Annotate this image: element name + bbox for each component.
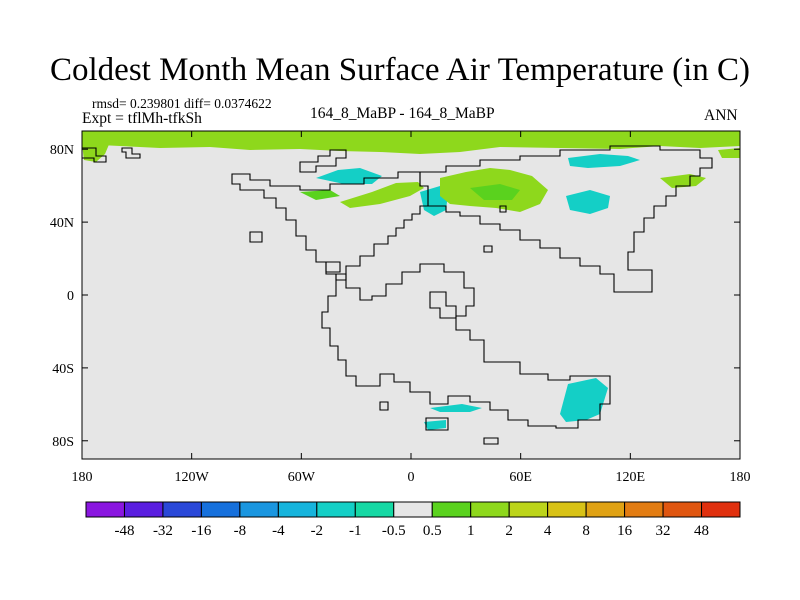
- colorbar-swatch: [701, 501, 741, 518]
- colorbar-label: -4: [272, 523, 285, 539]
- y-tick-label: 40N: [50, 216, 74, 231]
- colorbar-swatch: [393, 501, 433, 518]
- coastline-small-7: [499, 205, 507, 213]
- season-label: ANN: [704, 107, 738, 124]
- y-tick-label: 0: [67, 289, 74, 304]
- colorbar-swatch: [162, 501, 202, 518]
- coastline-small-8: [483, 245, 493, 253]
- y-tick-label: 80N: [50, 143, 74, 158]
- colorbar-label: 8: [582, 523, 590, 539]
- x-tick-label: 120E: [616, 470, 646, 485]
- colorbar-label: -0.5: [382, 523, 406, 539]
- colorbar-label: -32: [153, 523, 173, 539]
- colorbar-label: 0.5: [423, 523, 442, 539]
- anomaly-fields: [82, 131, 740, 430]
- colorbar-label: -2: [311, 523, 324, 539]
- y-axis: 80N 40N 0 40S 80S: [50, 143, 740, 450]
- period-line: 164_8_MaBP - 164_8_MaBP: [310, 105, 495, 122]
- coastline-arctic-islands: [299, 149, 347, 173]
- colorbar-swatch: [470, 501, 510, 518]
- coastline-small-2: [249, 231, 263, 243]
- x-tick-label: 60E: [509, 470, 532, 485]
- anomaly-region-north-atlantic-b: [300, 190, 340, 200]
- colorbar-label: -8: [234, 523, 247, 539]
- map-background: [82, 131, 740, 459]
- coastline-small-1: [121, 147, 141, 159]
- colorbar-label: -48: [114, 523, 134, 539]
- colorbar-swatch: [200, 501, 241, 518]
- coastline-north-island: [82, 147, 107, 163]
- colorbar-swatch: [85, 501, 125, 518]
- colorbar-swatch: [354, 501, 395, 518]
- colorbar-label: -1: [349, 523, 362, 539]
- coastlines: [82, 145, 713, 445]
- anomaly-region-arctic-north-band: [82, 131, 740, 154]
- anomaly-region-southern-africa: [430, 404, 482, 412]
- y-tick-label: 80S: [52, 435, 74, 450]
- coastline-laurasia: [231, 171, 429, 281]
- colorbar-labels: -48 -32 -16 -8 -4 -2 -1 -0.5 0.5 1 2 4 8 16 32 48: [114, 523, 709, 539]
- anomaly-region-north-atlantic-a: [340, 182, 424, 208]
- anomaly-region-siberia: [568, 154, 640, 168]
- anomaly-region-central-eurasia-core: [470, 184, 520, 200]
- chart-title: Coldest Month Mean Surface Air Temperatu…: [50, 52, 750, 88]
- coastline-small-5: [425, 417, 449, 431]
- anomaly-region-north-pacific-b: [718, 148, 740, 158]
- colorbar: [85, 501, 741, 518]
- colorbar-swatch: [547, 501, 587, 518]
- colorbar-swatch: [239, 501, 279, 518]
- colorbar-label: 48: [694, 523, 709, 539]
- colorbar-swatch: [316, 501, 356, 518]
- coastline-eurasia: [419, 145, 713, 293]
- colorbar-label: 4: [544, 523, 552, 539]
- coastline-gondwana: [321, 263, 611, 429]
- x-axis: 180 120W 60W 0 60E 120E 180: [72, 131, 751, 485]
- x-tick-label: 60W: [288, 470, 316, 485]
- stats-line: rmsd= 0.239801 diff= 0.0374622: [92, 96, 272, 111]
- colorbar-swatch: [123, 501, 164, 518]
- colorbar-swatch: [662, 501, 703, 518]
- colorbar-swatch: [585, 501, 626, 518]
- colorbar-label: -16: [191, 523, 211, 539]
- anomaly-region-australia: [560, 378, 608, 422]
- y-tick-label: 40S: [52, 362, 74, 377]
- anomaly-region-antarctic-coast: [424, 420, 446, 430]
- colorbar-label: 2: [505, 523, 513, 539]
- coastline-inner-sea: [429, 291, 457, 319]
- coastline-small-6: [483, 437, 499, 445]
- x-tick-label: 120W: [175, 470, 210, 485]
- coastline-small-4: [379, 401, 389, 411]
- x-tick-label: 0: [408, 470, 415, 485]
- coastline-small-3: [325, 261, 341, 273]
- colorbar-swatch: [624, 501, 664, 518]
- colorbar-swatch: [508, 501, 549, 518]
- x-tick-label: 180: [730, 470, 751, 485]
- experiment-line: Expt = tflMh-tfkSh: [82, 110, 202, 127]
- colorbar-swatch: [277, 501, 318, 518]
- anomaly-region-north-pacific: [660, 174, 706, 188]
- colorbar-label: 1: [467, 523, 475, 539]
- anomaly-region-greenland-sea: [316, 168, 382, 184]
- x-tick-label: 180: [72, 470, 93, 485]
- colorbar-label: 32: [656, 523, 671, 539]
- anomaly-region-east-asia: [566, 190, 610, 214]
- colorbar-swatch: [431, 501, 472, 518]
- colorbar-label: 16: [617, 523, 633, 539]
